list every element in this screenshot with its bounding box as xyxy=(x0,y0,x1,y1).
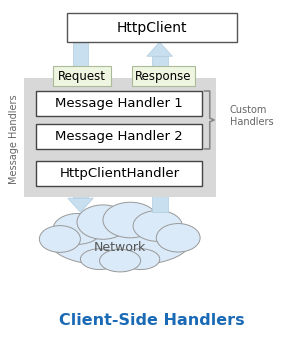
Ellipse shape xyxy=(121,249,160,270)
Text: Message Handler 2: Message Handler 2 xyxy=(55,130,183,143)
Text: Message Handlers: Message Handlers xyxy=(9,94,19,184)
FancyBboxPatch shape xyxy=(36,91,202,116)
Polygon shape xyxy=(73,42,88,198)
Ellipse shape xyxy=(80,249,119,270)
FancyBboxPatch shape xyxy=(24,78,216,197)
Text: Response: Response xyxy=(135,70,192,83)
Polygon shape xyxy=(152,56,168,212)
Ellipse shape xyxy=(40,226,80,252)
Ellipse shape xyxy=(103,202,158,238)
Text: HttpClient: HttpClient xyxy=(117,21,187,35)
FancyBboxPatch shape xyxy=(36,124,202,149)
Ellipse shape xyxy=(52,222,188,267)
Ellipse shape xyxy=(100,249,140,272)
Text: Request: Request xyxy=(58,70,106,83)
Text: Client-Side Handlers: Client-Side Handlers xyxy=(59,313,245,328)
FancyBboxPatch shape xyxy=(67,13,237,42)
Ellipse shape xyxy=(53,213,102,244)
Polygon shape xyxy=(147,42,172,56)
Ellipse shape xyxy=(77,205,129,239)
Text: Message Handler 1: Message Handler 1 xyxy=(55,97,183,110)
Ellipse shape xyxy=(156,223,200,252)
Polygon shape xyxy=(68,198,93,212)
FancyBboxPatch shape xyxy=(132,66,195,86)
Ellipse shape xyxy=(133,211,182,241)
Text: Custom
Handlers: Custom Handlers xyxy=(230,105,273,127)
Text: HttpClientHandler: HttpClientHandler xyxy=(59,167,179,180)
Text: Network: Network xyxy=(94,241,146,253)
FancyBboxPatch shape xyxy=(53,66,111,86)
FancyBboxPatch shape xyxy=(36,161,202,186)
